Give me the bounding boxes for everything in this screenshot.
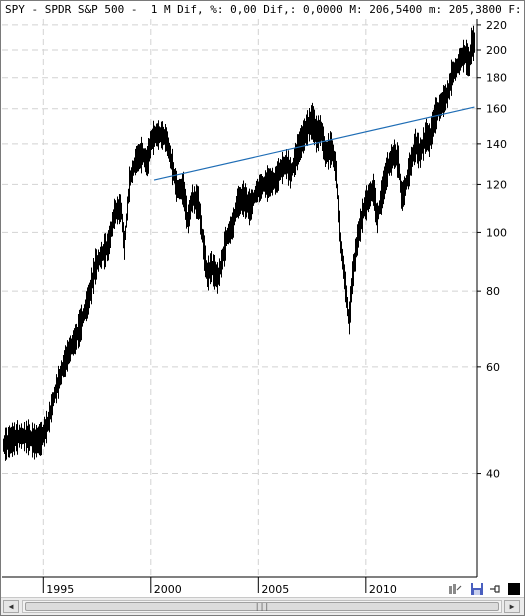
y-tick-label: 160: [486, 103, 507, 116]
series-layer: [3, 25, 475, 461]
y-tick-label: 220: [486, 19, 507, 32]
x-tick-label: 2010: [369, 583, 397, 596]
y-tick-label: 200: [486, 44, 507, 57]
y-tick-label: 80: [486, 285, 500, 298]
pin-icon[interactable]: [488, 582, 502, 596]
price-chart[interactable]: 220 200 180 160 140 120 100 80 60 40 1995 2000 2005 2…: [1, 1, 524, 597]
y-tick-label: 60: [486, 361, 500, 374]
y-tick-label: 120: [486, 178, 507, 191]
scroll-thumb[interactable]: |||: [25, 602, 499, 611]
save-icon[interactable]: [470, 582, 484, 596]
chart-header: SPY - SPDR S&P 500 - 1 M Dif, %: 0,00 Di…: [5, 3, 524, 16]
scroll-right-button[interactable]: ▶: [504, 600, 520, 613]
color-box-icon[interactable]: [507, 582, 521, 596]
x-tick-label: 2000: [154, 583, 182, 596]
y-tick-label: 180: [486, 72, 507, 85]
trendline: [153, 106, 475, 181]
axis-layer: 220 200 180 160 140 120 100 80 60 40 1995 2000 2005 2…: [2, 19, 507, 596]
trendline-layer: [153, 106, 475, 181]
y-tick-label: 140: [486, 138, 507, 151]
grid-layer: [2, 19, 477, 577]
scroll-track[interactable]: |||: [22, 600, 502, 613]
y-tick-label: 100: [486, 226, 507, 239]
horizontal-scrollbar[interactable]: ◀ ||| ▶: [1, 597, 524, 615]
x-tick-label: 1995: [46, 583, 74, 596]
x-tick-label: 2005: [261, 583, 289, 596]
y-tick-label: 40: [486, 468, 500, 481]
scroll-left-button[interactable]: ◀: [3, 600, 19, 613]
chart-type-icon[interactable]: [448, 582, 462, 596]
